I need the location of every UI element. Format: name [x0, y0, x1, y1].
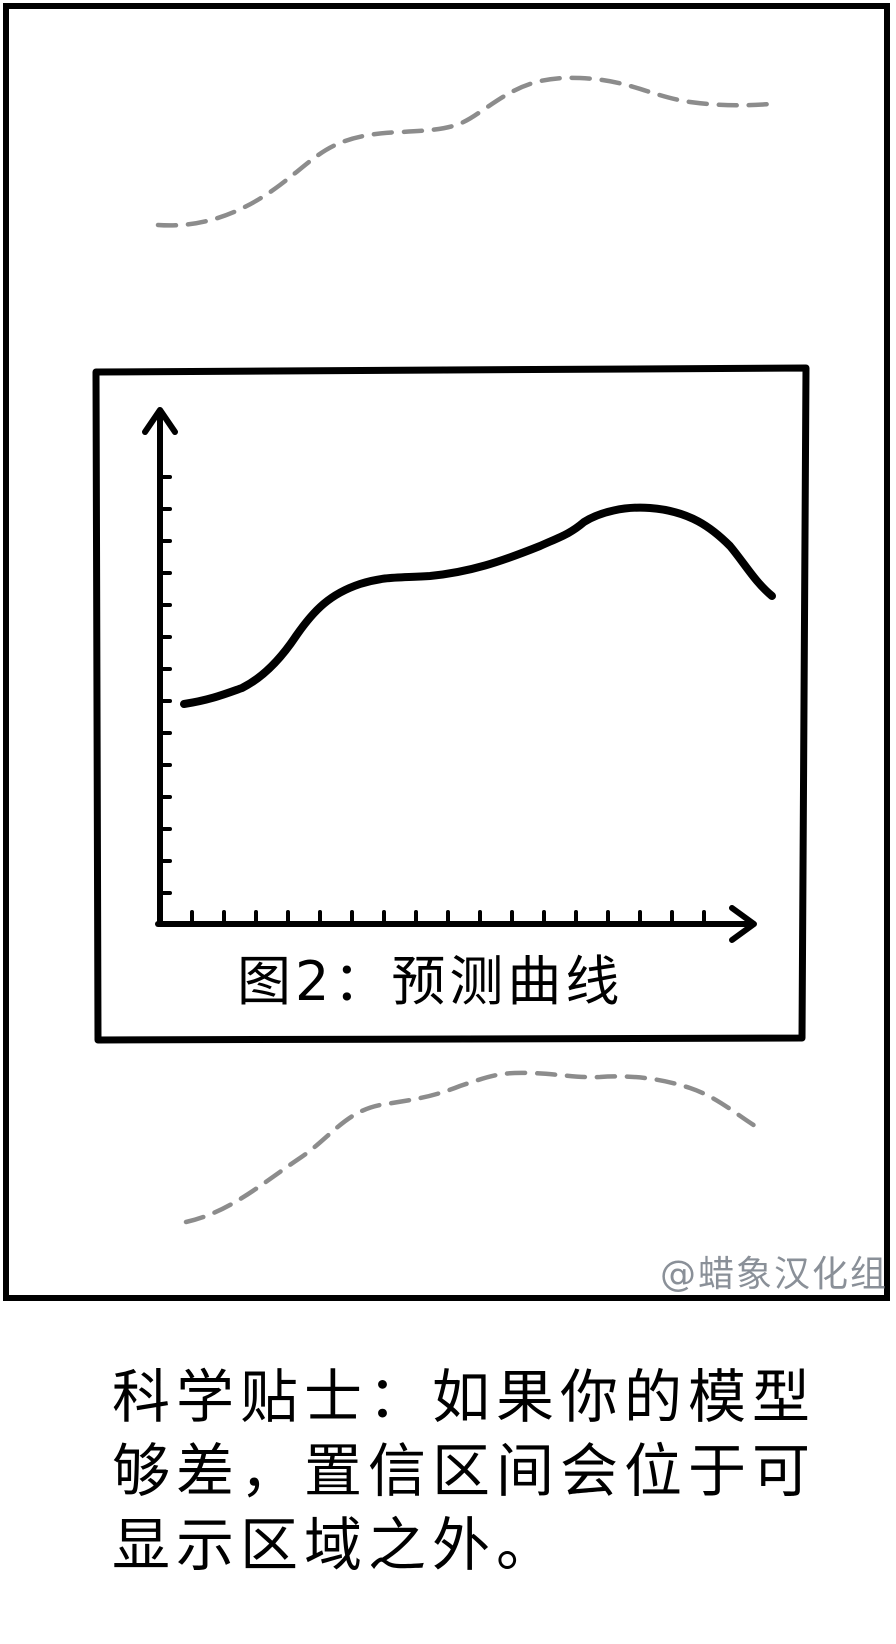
y-axis-arrowhead [142, 407, 178, 435]
x-axis-arrowhead [729, 905, 757, 943]
prediction-curve [180, 503, 776, 708]
tip-caption: 科学贴士：如果你的模型 够差，置信区间会位于可 显示区域之外。 [112, 1360, 812, 1582]
tip-line: 够差，置信区间会位于可 [112, 1437, 817, 1505]
upper-confidence-bound [155, 75, 773, 228]
figure-caption: 图2：预测曲线 [237, 950, 624, 1013]
watermark: @蜡象汉化组 [659, 1254, 888, 1295]
tip-line: 科学贴士：如果你的模型 [112, 1363, 817, 1431]
lower-confidence-bound [183, 1070, 765, 1225]
y-axis-ticks [158, 475, 172, 895]
figure-frame [92, 364, 810, 1044]
x-axis-ticks [190, 910, 706, 926]
tip-line: 显示区域之外。 [112, 1511, 561, 1579]
